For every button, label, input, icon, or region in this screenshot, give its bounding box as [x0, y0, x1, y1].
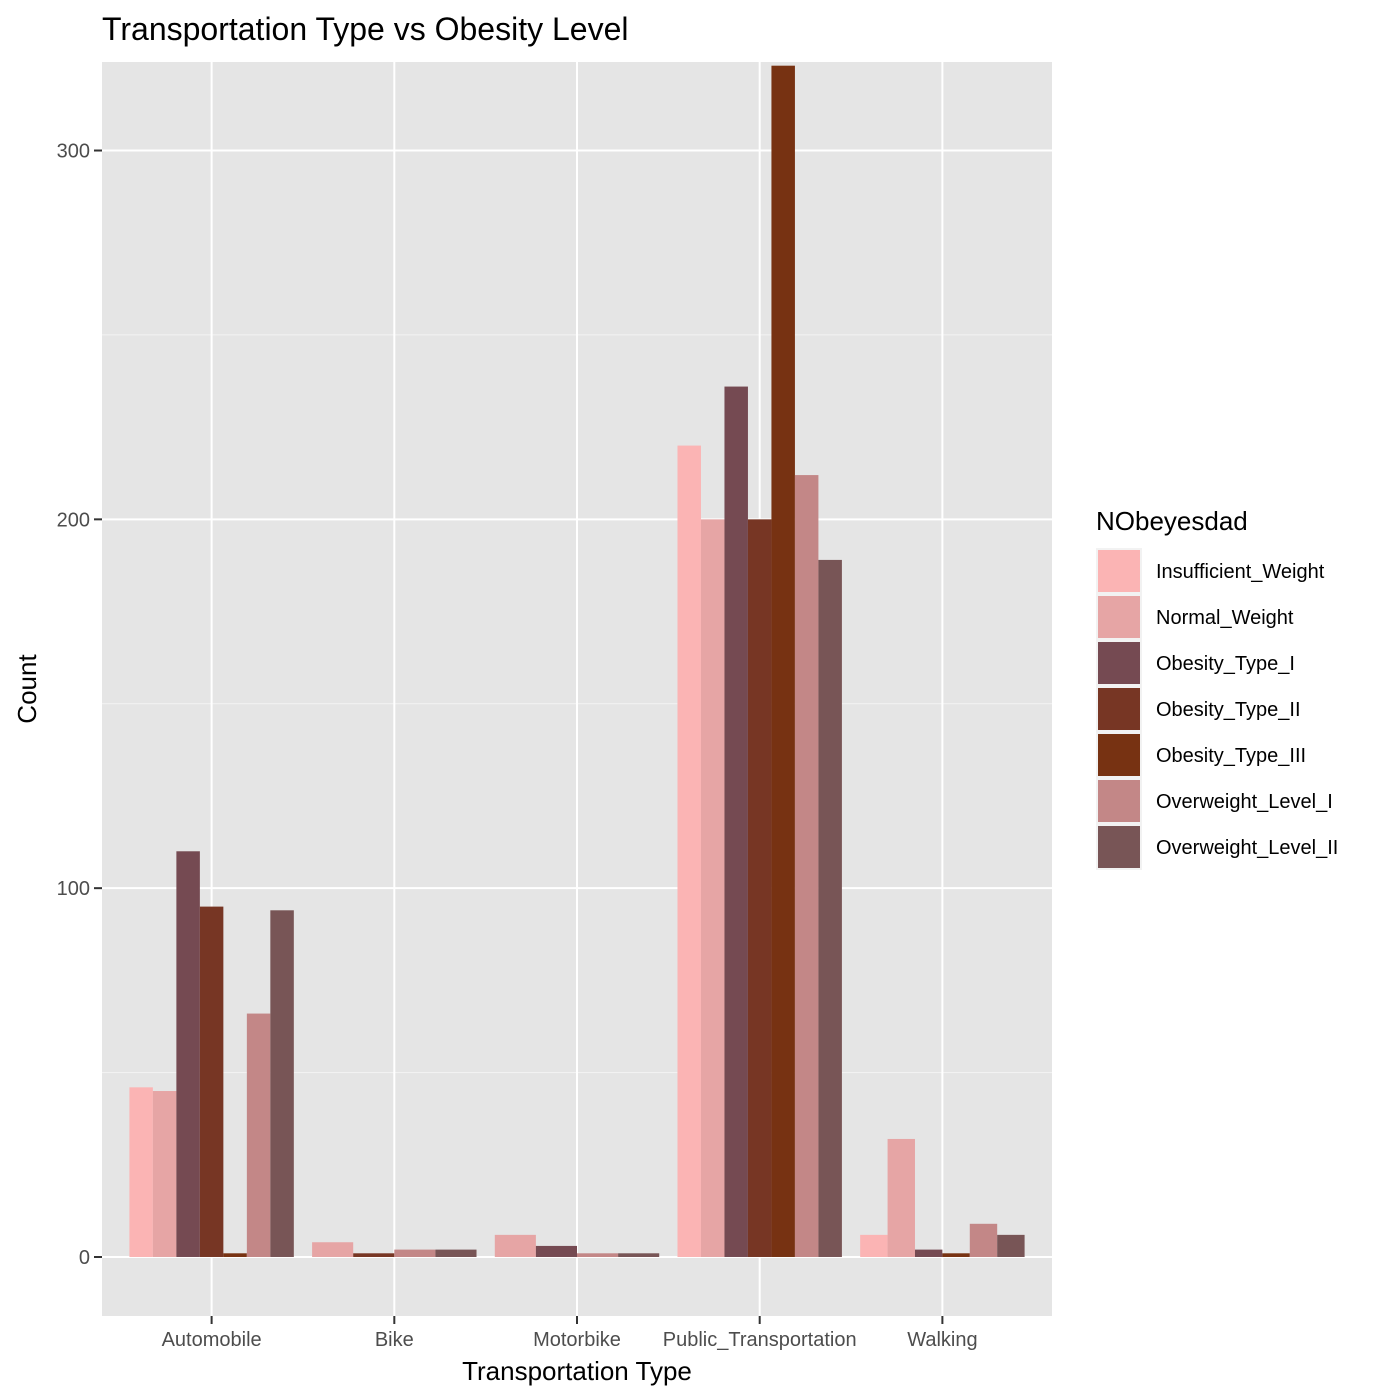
legend-title: NObeyesdad — [1096, 506, 1248, 536]
bar-automobile-overweight-level-i — [246, 1013, 271, 1257]
legend-swatch — [1098, 688, 1140, 730]
bar-motorbike-obesity-type-i — [535, 1245, 577, 1257]
y-axis-title: Count — [12, 654, 42, 724]
bar-automobile-overweight-level-ii — [270, 910, 294, 1257]
bar-automobile-obesity-type-i — [176, 851, 200, 1257]
legend-label: Insufficient_Weight — [1156, 561, 1325, 583]
legend-swatch — [1098, 826, 1140, 868]
legend-label: Obesity_Type_III — [1156, 745, 1306, 767]
x-tick-label: Motorbike — [533, 1329, 621, 1351]
y-tick-label: 0 — [79, 1247, 90, 1269]
bar-public-transportation-obesity-type-i — [724, 386, 748, 1257]
legend-swatch — [1098, 780, 1140, 822]
y-tick-label: 100 — [57, 878, 90, 900]
y-tick-label: 200 — [57, 509, 90, 531]
legend-label: Obesity_Type_I — [1156, 653, 1295, 675]
bar-bike-obesity-type-ii — [353, 1253, 395, 1257]
bar-public-transportation-overweight-level-ii — [818, 559, 842, 1257]
bars — [129, 65, 1025, 1257]
chart-title: Transportation Type vs Obesity Level — [102, 11, 628, 47]
bar-motorbike-overweight-level-ii — [618, 1253, 660, 1257]
legend: NObeyesdad Insufficient_Weight Normal_Wei… — [1096, 506, 1338, 870]
bar-motorbike-normal-weight — [494, 1234, 536, 1257]
bar-bike-normal-weight — [312, 1242, 354, 1257]
bar-walking-obesity-type-i — [914, 1249, 943, 1257]
legend-label: Normal_Weight — [1156, 607, 1294, 629]
bar-walking-overweight-level-i — [969, 1223, 998, 1257]
x-tick-label: Automobile — [162, 1329, 262, 1351]
legend-label: Overweight_Level_II — [1156, 837, 1338, 859]
bar-walking-normal-weight — [887, 1138, 915, 1257]
bar-public-transportation-obesity-type-ii — [747, 519, 772, 1257]
bar-public-transportation-obesity-type-iii — [771, 65, 795, 1257]
legend-swatch — [1098, 642, 1140, 684]
legend-label: Overweight_Level_I — [1156, 791, 1333, 813]
x-tick-label: Public_Transportation — [663, 1329, 857, 1351]
legend-swatch — [1098, 550, 1140, 592]
x-tick-label: Bike — [375, 1329, 414, 1351]
bar-public-transportation-insufficient-weight — [677, 445, 701, 1257]
x-tick-label: Walking — [907, 1329, 977, 1351]
bar-bike-overweight-level-ii — [435, 1249, 477, 1257]
bar-public-transportation-normal-weight — [700, 519, 725, 1257]
legend-swatch — [1098, 734, 1140, 776]
bar-walking-obesity-type-iii — [942, 1253, 970, 1257]
axes: 0 100 200 300 Automobile Bike Motorbike Public_… — [57, 141, 978, 1351]
x-axis-title: Transportation Type — [462, 1356, 692, 1386]
bar-public-transportation-overweight-level-i — [794, 475, 819, 1257]
bar-automobile-obesity-type-iii — [223, 1253, 247, 1257]
legend-label: Obesity_Type_II — [1156, 699, 1301, 721]
bar-motorbike-overweight-level-i — [577, 1253, 619, 1257]
y-tick-label: 300 — [57, 141, 90, 163]
bar-bike-overweight-level-i — [394, 1249, 436, 1257]
legend-swatch — [1098, 596, 1140, 638]
bar-walking-insufficient-weight — [860, 1234, 888, 1257]
bar-walking-overweight-level-ii — [997, 1234, 1025, 1257]
bar-automobile-insufficient-weight — [129, 1087, 153, 1257]
bar-automobile-normal-weight — [152, 1091, 177, 1257]
bar-automobile-obesity-type-ii — [199, 906, 224, 1257]
